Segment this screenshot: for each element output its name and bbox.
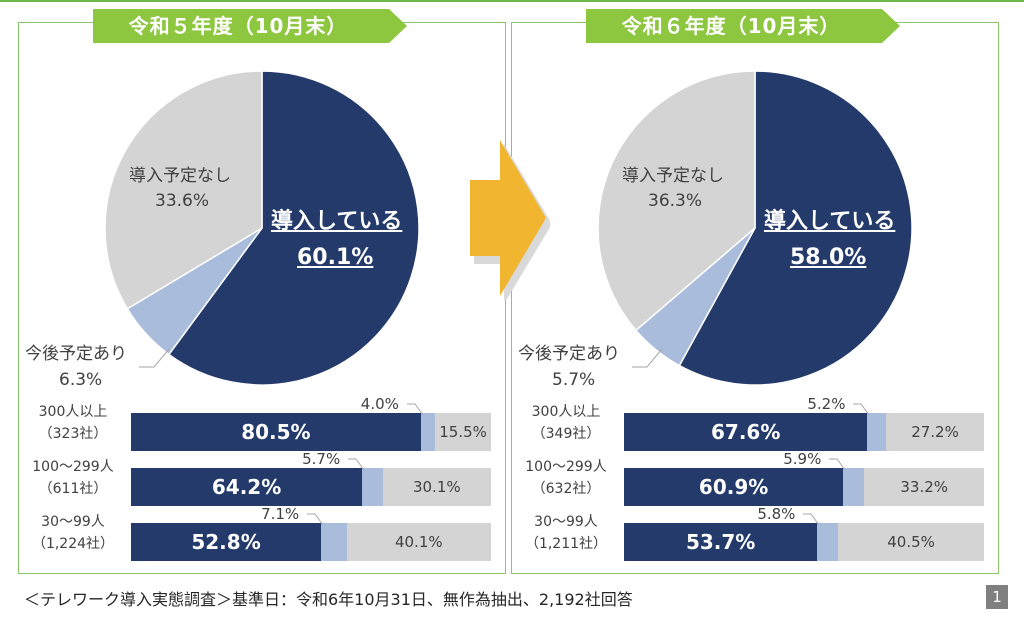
bar-label-planned: 4.0% [360,395,399,413]
bar-category: 100～299人 （611社） [19,456,127,500]
pie-label-none-name: 導入予定なし [129,166,231,186]
pie-label-planned-value: 6.3% [59,370,103,390]
bar-segment [624,523,818,561]
bar-segment [843,468,865,506]
bar-leader-line [853,403,870,416]
bar-category-count: （611社） [38,481,108,497]
bar-label-implemented: 52.8% [191,530,261,554]
chart-title: 令和５年度（10月末） [128,14,348,38]
pie-label-main-value: 60.1% [297,245,374,270]
bar-category-count: （1,211社） [524,536,608,552]
bar-leader-line [348,458,365,471]
bar-category-name: 100～299人 [32,459,114,475]
title-banner: 令和６年度（10月末） [586,9,902,43]
pie-label-main-name: 導入している [271,209,403,234]
title-banner: 令和５年度（10月末） [93,9,409,43]
pie-label-main-value: 58.0% [790,245,867,270]
bar-segment [420,413,436,451]
bar-category: 30～99人 （1,211社） [512,511,620,555]
bar-label-not-planned: 40.5% [887,533,935,551]
pie-chart [104,70,420,386]
bar-segment [838,523,984,561]
banner-shape [586,9,900,43]
bar-row: 100～299人 （611社） 64.2% 30.1% 5.7% [19,450,507,506]
bar-category-name: 30～99人 [41,514,105,530]
bar-label-implemented: 67.6% [710,420,781,444]
bar-label-not-planned: 15.5% [439,423,487,441]
bar-segment [435,413,491,451]
bar-label-planned: 5.9% [783,450,822,468]
bar-label-not-planned: 33.2% [900,478,949,496]
bar-label-not-planned: 27.2% [911,423,959,441]
bar-category-count: （323社） [38,426,108,442]
footer-note: ＜テレワーク導入実態調査＞基準日：令和6年10月31日、無作為抽出、2,192社… [24,590,633,609]
bar-segment [867,413,887,451]
bar-leader-line [406,403,424,416]
right-arrow-icon [470,140,550,300]
bar-row: 300人以上 （349社） 67.6% 27.2% 5.2% [512,395,1000,451]
bar-category: 300人以上 （323社） [19,401,127,445]
pie-label-none-name: 導入予定なし [622,166,724,186]
bar-segment [131,468,363,506]
bar-leader-line [803,513,820,526]
bar-label-implemented: 60.9% [698,475,769,499]
bar-category-name: 100～299人 [525,459,607,475]
bar-category: 100～299人 （632社） [512,456,620,500]
bar-category-count: （349社） [531,426,601,442]
pie-label-none-value: 36.3% [648,191,703,211]
bar-segment [886,413,984,451]
pie-leader-line [139,348,170,368]
bar-segment [817,523,839,561]
bar-label-implemented: 53.7% [685,530,756,554]
bar-label-planned: 7.1% [261,505,300,523]
bar-segment [131,523,322,561]
bar-label-not-planned: 30.1% [412,478,461,496]
bar-category-name: 30～99人 [534,514,598,530]
bar-segment [624,468,844,506]
bar-label-not-planned: 40.1% [394,533,443,551]
bar-category-count: （632社） [531,481,601,497]
pie-label-none-value: 33.6% [155,191,210,211]
pie-label-main-name: 導入している [764,209,896,234]
bar-category-name: 300人以上 [38,404,108,420]
bar-label-implemented: 64.2% [211,475,282,499]
pie-leader-line [632,348,663,368]
bar-row: 30～99人 （1,224社） 52.8% 40.1% 7.1% [19,505,507,561]
bar-category-name: 300人以上 [531,404,601,420]
pie-slice [104,70,263,310]
top-rule [0,0,1024,2]
pie-slice [678,70,913,386]
chart-title: 令和６年度（10月末） [621,14,841,38]
bar-category-count: （1,224社） [31,536,115,552]
bar-leader-line [829,458,846,471]
pie-label-planned-name: 今後予定あり [518,344,620,364]
bar-label-planned: 5.2% [807,395,846,413]
bar-segment [864,468,984,506]
pie-chart [597,70,913,386]
bar-label-planned: 5.8% [757,505,796,523]
panel-fy2024: 令和６年度（10月末） 導入している 58.0% 導入予定なし 36.3% 今後予定あり 5… [511,9,1000,574]
bar-segment [321,523,347,561]
bar-row: 100～299人 （632社） 60.9% 33.2% 5.9% [512,450,1000,506]
panel-fy2023: 令和５年度（10月末） 導入している 60.1% 導入予定なし 33.6% 今後予定あり 6… [18,9,507,574]
bar-segment [382,468,491,506]
bar-row: 300人以上 （323社） 80.5% 15.5% 4.0% [19,395,507,451]
bar-label-planned: 5.7% [302,450,341,468]
pie-slice [167,70,420,386]
page-number: 1 [986,585,1008,609]
pie-label-planned-value: 5.7% [552,370,596,390]
pie-label-planned-name: 今後予定あり [25,344,127,364]
bar-segment [131,413,421,451]
pie-slice [597,70,756,332]
bar-label-implemented: 80.5% [241,420,311,444]
bar-category: 30～99人 （1,224社） [19,511,127,555]
bar-segment [362,468,383,506]
banner-shape [93,9,407,43]
bar-segment [624,413,868,451]
bar-leader-line [307,513,324,526]
bar-row: 30～99人 （1,211社） 53.7% 40.5% 5.8% [512,505,1000,561]
bar-category: 300人以上 （349社） [512,401,620,445]
bar-segment [346,523,491,561]
